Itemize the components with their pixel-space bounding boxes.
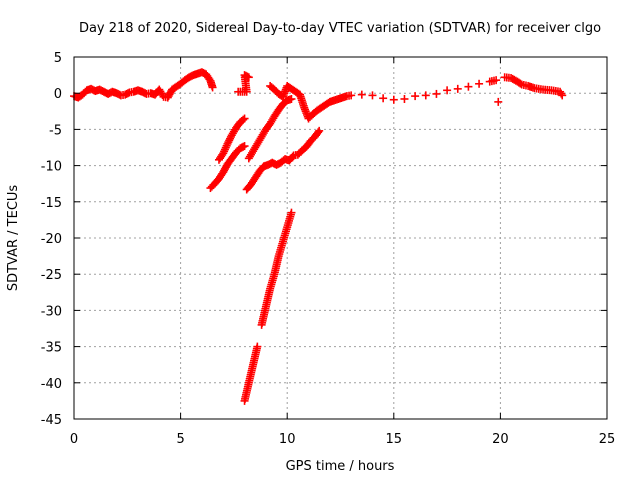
data-point bbox=[240, 114, 249, 123]
y-tick-label: -15 bbox=[41, 196, 62, 211]
data-point bbox=[223, 139, 232, 148]
x-tick-label: 20 bbox=[492, 432, 509, 447]
data-point-dense bbox=[314, 128, 323, 137]
x-tick-label: 10 bbox=[279, 432, 296, 447]
y-tick-label: -10 bbox=[41, 160, 62, 175]
grid-lines bbox=[74, 57, 607, 419]
data-point-dense bbox=[557, 89, 566, 98]
data-point-dense bbox=[516, 79, 525, 88]
data-point bbox=[494, 97, 503, 106]
y-tick-label: 0 bbox=[54, 87, 62, 102]
y-tick-label: -20 bbox=[41, 232, 62, 247]
data-point bbox=[357, 90, 366, 99]
chart-title: Day 218 of 2020, Sidereal Day-to-day VTE… bbox=[79, 21, 601, 36]
x-tick-label: 25 bbox=[599, 432, 616, 447]
data-point bbox=[464, 82, 473, 91]
data-point bbox=[244, 73, 253, 82]
x-tick-label: 0 bbox=[70, 432, 78, 447]
data-point bbox=[287, 94, 296, 103]
data-point-dense bbox=[239, 115, 248, 124]
y-tick-label: -5 bbox=[49, 123, 62, 138]
data-point bbox=[558, 91, 567, 100]
y-tick-label: -30 bbox=[41, 304, 62, 319]
data-point bbox=[400, 94, 409, 103]
data-point bbox=[253, 342, 262, 351]
data-point bbox=[492, 76, 501, 85]
data-point bbox=[411, 92, 420, 101]
y-axis-label: SDTVAR / TECUs bbox=[6, 185, 21, 292]
y-tick-label: 5 bbox=[54, 51, 62, 66]
data-point bbox=[389, 95, 398, 104]
y-tick-label: -35 bbox=[41, 341, 62, 356]
x-tick-label: 15 bbox=[386, 432, 403, 447]
x-axis-label: GPS time / hours bbox=[286, 459, 395, 474]
data-point bbox=[475, 79, 484, 88]
data-point bbox=[421, 91, 430, 100]
data-point bbox=[368, 91, 377, 100]
data-point bbox=[347, 91, 356, 100]
data-point bbox=[379, 94, 388, 103]
data-point bbox=[208, 83, 217, 92]
axis-ticks: 0 5 10 15 20 25 5 0 -5 -10 -15 -20 -25 -30 -35 -40 -45 bbox=[41, 51, 616, 447]
data-point bbox=[453, 84, 462, 93]
data-point bbox=[315, 126, 324, 135]
y-tick-label: -40 bbox=[41, 377, 62, 392]
data-point bbox=[287, 208, 296, 217]
data-point bbox=[240, 142, 249, 151]
y-tick-label: -45 bbox=[41, 413, 62, 428]
x-tick-label: 5 bbox=[176, 432, 184, 447]
data-point-dense bbox=[226, 134, 235, 143]
y-tick-label: -25 bbox=[41, 268, 62, 283]
data-markers bbox=[70, 68, 567, 405]
data-point-dense bbox=[224, 138, 233, 147]
data-point-dense bbox=[225, 136, 234, 145]
data-point bbox=[432, 89, 441, 98]
data-point bbox=[443, 86, 452, 95]
